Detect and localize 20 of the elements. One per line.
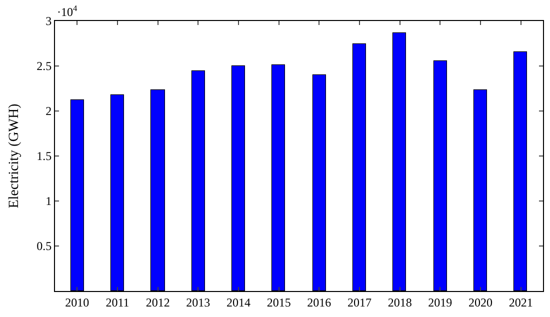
y-tick-label: 2.5	[36, 59, 52, 74]
x-tick-label: 2015	[266, 295, 291, 310]
x-tick-label: 2012	[146, 295, 170, 310]
x-tick-label: 2014	[226, 295, 250, 310]
x-tick-label: 2010	[65, 295, 90, 310]
x-tick-label: 2020	[468, 295, 492, 310]
y-axis-title: Electricity (GWH)	[7, 103, 22, 208]
y-tick-label: 1.5	[36, 149, 52, 164]
y-tick-label: 3	[46, 14, 52, 28]
y-tick-label: 0.5	[36, 239, 52, 254]
x-tick-label: 2018	[388, 295, 412, 310]
x-tick-label: 2021	[508, 295, 533, 310]
x-tick-label: 2013	[186, 295, 210, 310]
x-tick-label: 2016	[307, 295, 332, 310]
x-tick-label: 2019	[428, 295, 452, 310]
x-tick-label: 2011	[106, 295, 130, 310]
y-tick-label: 2	[46, 104, 52, 118]
x-tick-label: 2017	[348, 295, 372, 310]
y-tick-label: 1	[46, 194, 52, 208]
text: ·10$^{4}$	[57, 4, 78, 20]
